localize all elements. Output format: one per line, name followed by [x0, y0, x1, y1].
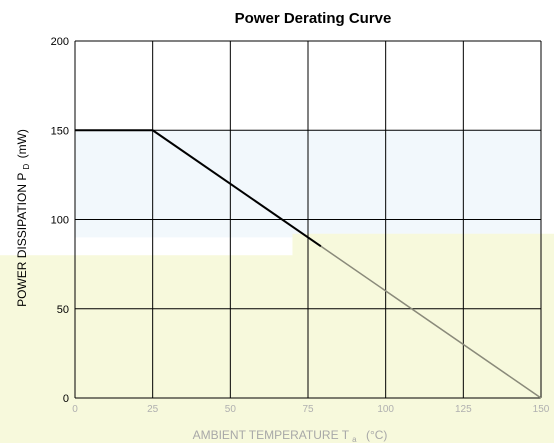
series-segment: [152, 129, 322, 248]
y-tick-label: 100: [51, 215, 69, 227]
plot-background: [0, 41, 554, 443]
x-axis-label-unit: (°C): [366, 428, 387, 442]
shade-band-yellow: [0, 233, 554, 443]
x-tick-label: 0: [72, 404, 78, 415]
x-tick-label: 50: [225, 404, 237, 415]
x-tick-label: 100: [377, 404, 394, 415]
y-tick-label: 0: [63, 393, 69, 405]
y-axis-label-text: POWER DISSIPATION P: [15, 173, 29, 307]
series-segment-faded: [320, 245, 542, 399]
x-axis-label-text: AMBIENT TEMPERATURE T: [193, 428, 350, 442]
grid-lines: [74, 40, 542, 399]
y-tick-labels: 0 50 100 150 200: [51, 36, 69, 405]
x-tick-label: 25: [147, 404, 159, 415]
x-tick-labels: 0 25 50 75 100 125 150: [72, 404, 550, 415]
y-tick-label: 50: [57, 304, 69, 316]
x-tick-label: 150: [533, 404, 550, 415]
x-axis-label: AMBIENT TEMPERATURE T a (°C): [193, 428, 388, 443]
y-axis-label-subscript: D: [22, 164, 31, 170]
x-axis-label-subscript: a: [352, 435, 357, 443]
y-tick-label: 200: [51, 36, 69, 48]
y-axis-label-unit: (mW): [15, 129, 29, 158]
y-axis-label: POWER DISSIPATION P D (mW): [15, 129, 32, 307]
x-tick-label: 125: [455, 404, 472, 415]
y-tick-label: 150: [51, 125, 69, 137]
chart-title: Power Derating Curve: [235, 10, 392, 27]
series-line: [75, 129, 542, 399]
x-tick-label: 75: [302, 404, 314, 415]
